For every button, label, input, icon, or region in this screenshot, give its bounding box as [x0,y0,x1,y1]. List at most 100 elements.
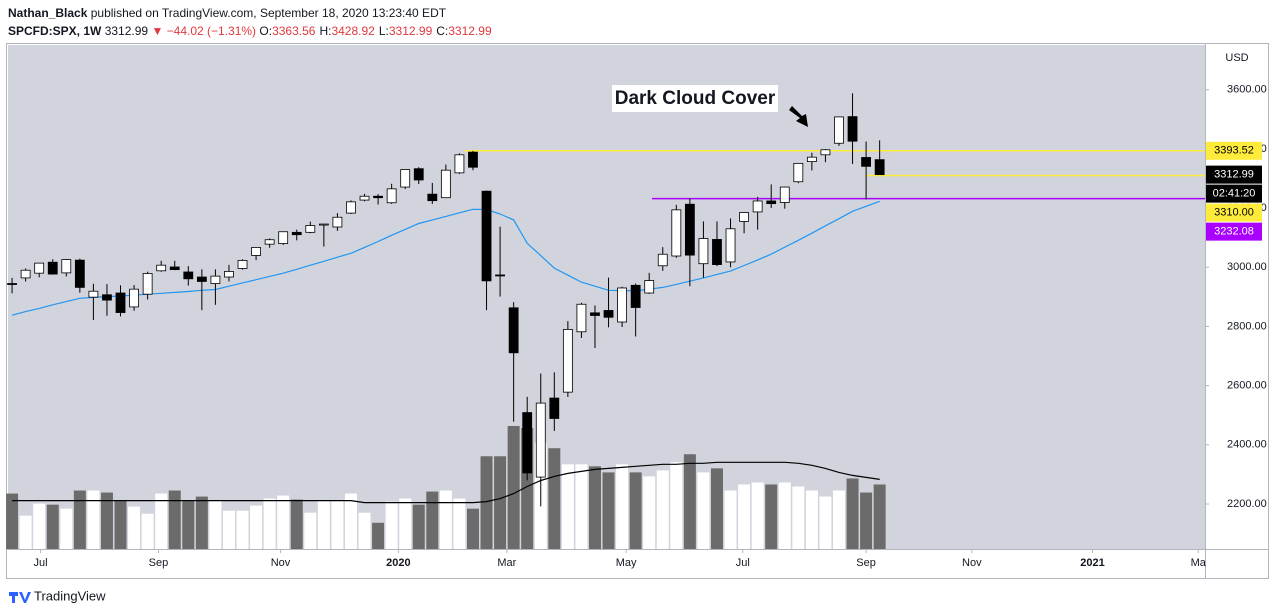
volume-bar [426,491,439,549]
candle-body [698,238,709,265]
candle-body [793,162,804,183]
ohlc: O:3363.56 H:3428.92 L:3312.99 C:3312.99 [259,24,495,38]
candle-body [156,264,167,272]
volume-bar [710,468,723,549]
candle-body [251,247,261,256]
volume-bar [683,454,696,549]
candle-body [671,209,682,257]
candle-body [820,149,831,156]
candle-body [129,288,139,308]
candle-body [413,168,424,181]
ohlc-value: 3363.56 [272,24,316,38]
volume-bar [250,505,263,549]
volume-bar [602,472,615,549]
candle-body [264,239,275,245]
ohlc-value: 3428.92 [331,24,375,38]
volume-bar [494,456,507,549]
change: ▼ −44.02 (−1.31%) [151,24,257,38]
volume-bar [168,490,181,549]
candle-body [291,231,302,236]
logo [9,592,31,603]
volume-bar [263,498,276,549]
published: published on TradingView.com, September … [90,6,447,20]
volume-bar [317,500,330,549]
price-label-box [1206,222,1262,241]
volume-bar [277,495,290,549]
volume-ma [12,461,880,504]
volume-bar [6,493,19,549]
candle-body [766,200,777,205]
volume-bar [412,504,425,549]
candle-body [305,225,316,233]
volume-bar [331,500,344,549]
volume-bar [46,504,59,549]
author: Nathan_Black [8,6,88,20]
y-tick-label: 2400.00 [1227,439,1267,451]
volume-bar [575,464,588,549]
price-pane [7,93,1205,507]
y-tick-label: 2600.00 [1227,380,1267,392]
candle-body [102,294,112,301]
candle-body [386,188,397,204]
volume-bar [290,499,303,549]
volume-bar [873,484,886,549]
x-tick-label: Sep [856,557,876,569]
candle-body [115,292,126,313]
candle-body [373,195,383,199]
volume-bar [466,508,479,549]
candle-body [61,259,72,274]
candle-body [278,231,289,244]
volume-bar [453,498,466,549]
price-label: 3310.00 [1214,207,1254,219]
x-tick-label: Jul [34,557,48,569]
frame [6,43,1269,579]
volume-bar [182,500,195,549]
x-tick-label: 2021 [1080,557,1104,569]
countdown: 02:41:20 [1213,188,1256,200]
candle-body [196,276,207,282]
volume-bar [60,508,73,549]
candle-body [318,223,329,226]
candle-body [454,154,465,174]
candle-body [468,151,478,168]
currency: USD [1225,52,1248,64]
candle-body [562,329,573,393]
volume-bar [819,496,832,549]
volume-bar [304,512,317,549]
volume-bar [643,476,656,549]
candle-body [847,116,858,142]
candle-body [88,290,99,298]
ohlc-label: L: [378,24,389,38]
price-label: 3312.99 [1214,169,1254,181]
countdown-box [1206,184,1262,203]
volume-bar [751,482,764,549]
candle-body [739,212,749,222]
symbol: SPCFD:SPX, 1W [8,24,102,38]
candle-body [440,169,451,199]
y-tick-label: 3600.00 [1227,84,1267,96]
candle-body [861,157,871,167]
x-tick-label: Ma [1191,557,1207,569]
volume-bar [209,500,222,549]
volume-bar [507,426,520,549]
candle-body [74,259,85,288]
volume-bar [73,490,86,549]
candle-body [495,274,505,277]
volume-bar [372,522,385,549]
candle-body [332,216,343,228]
candle-body [400,169,411,188]
candle-body [7,283,17,285]
candle-body [657,253,668,267]
candle-body [779,186,790,203]
y-tick-label: 2200.00 [1227,498,1267,510]
volume-bar [100,492,113,549]
footer: TradingView [9,588,106,603]
candle-body [752,200,763,213]
brand: TradingView [34,588,106,603]
price-label-box [1206,203,1262,222]
ohlc-value: 3312.99 [388,24,433,38]
candle-body [644,280,655,294]
candle-body [590,312,600,316]
